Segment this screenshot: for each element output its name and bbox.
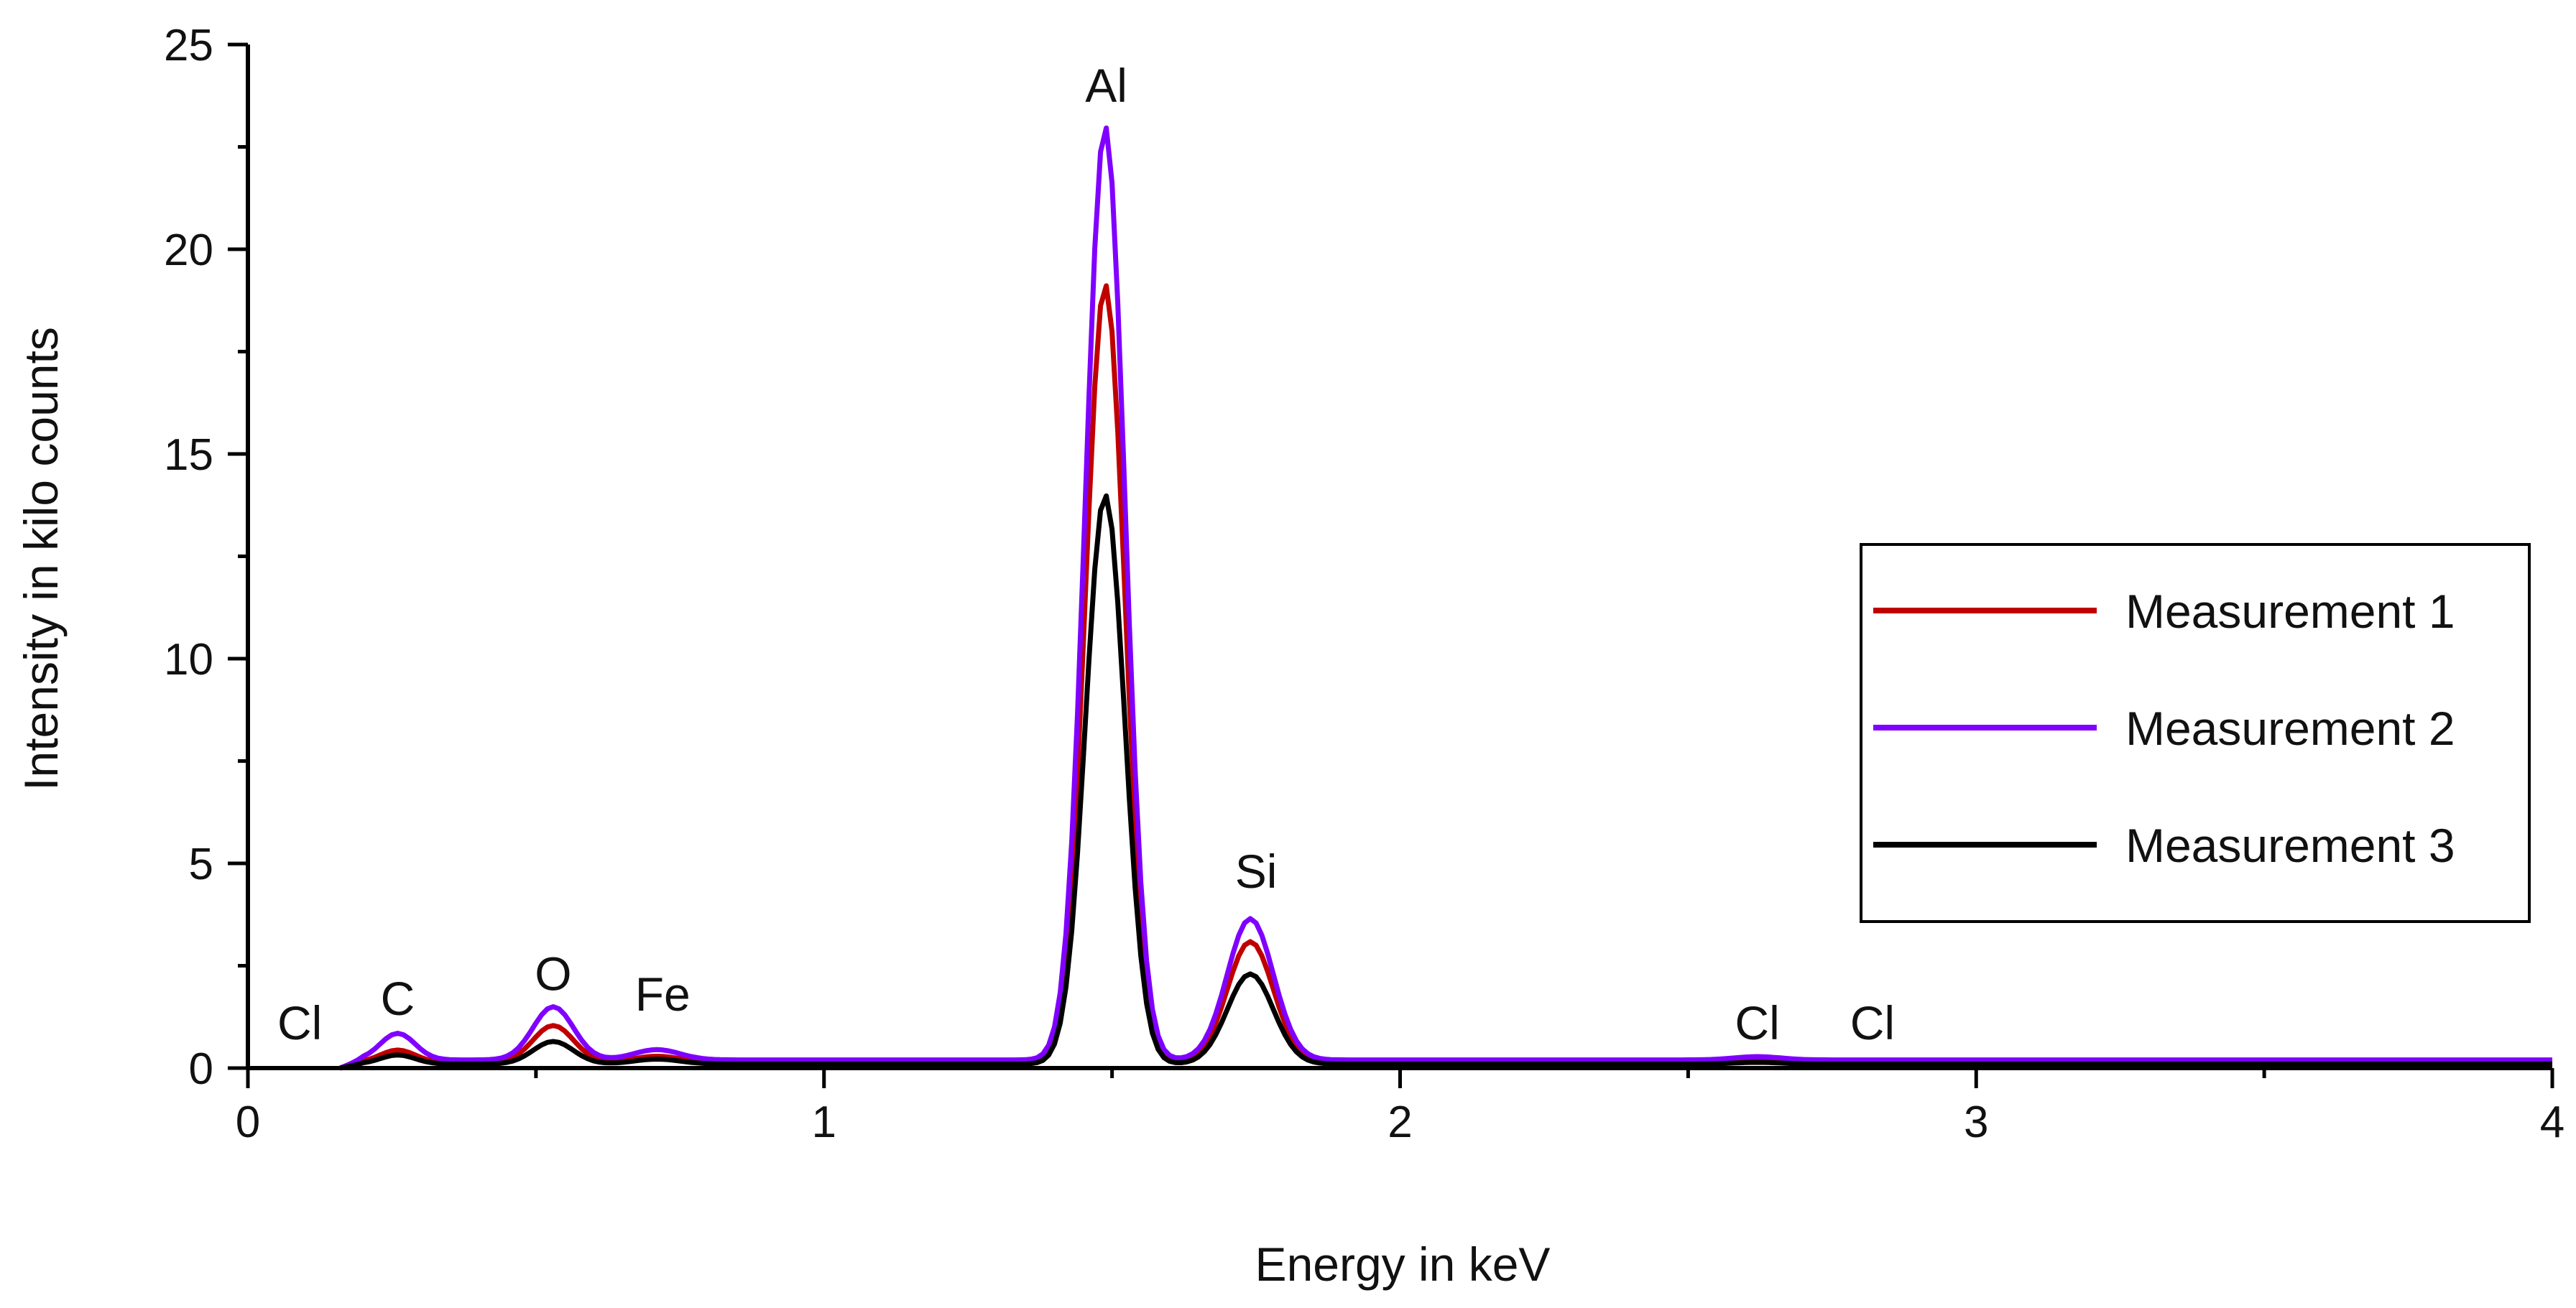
y-tick-label: 20	[164, 226, 213, 275]
annotation-layer: Cl C O Fe Al Si Cl Cl	[277, 59, 1895, 1049]
x-tick-label: 1	[812, 1098, 836, 1147]
y-tick-label: 5	[189, 840, 213, 889]
series-layer	[339, 125, 2552, 1071]
peak-annotation: Cl	[1735, 996, 1779, 1049]
y-tick-label: 10	[164, 635, 213, 685]
peak-annotation: Si	[1235, 845, 1278, 898]
y-tick-label: 0	[189, 1044, 213, 1094]
y-tick-label: 15	[164, 430, 213, 480]
y-tick-label: 25	[164, 21, 213, 70]
x-axis: 0 1 2 3 4	[236, 1066, 2565, 1147]
y-axis-title: Intensity in kilo counts	[14, 327, 68, 791]
peak-annotation: Fe	[635, 968, 691, 1021]
peak-annotation: O	[535, 947, 571, 1001]
peak-annotation: Cl	[1850, 996, 1895, 1049]
x-tick-label: 3	[1964, 1098, 1988, 1147]
peak-annotation: Al	[1085, 59, 1127, 112]
legend-label: Measurement 2	[2125, 702, 2455, 755]
legend-label: Measurement 1	[2125, 585, 2455, 638]
x-tick-label: 0	[236, 1098, 260, 1147]
peak-annotation: Cl	[277, 996, 322, 1049]
legend-label: Measurement 3	[2125, 819, 2455, 872]
x-tick-label: 2	[1388, 1098, 1412, 1147]
y-axis: 0 5 10 15 20 25	[164, 21, 250, 1094]
x-tick-label: 4	[2540, 1098, 2565, 1147]
series-line-2	[339, 125, 2552, 1071]
legend-box	[1860, 543, 2531, 923]
x-axis-title: Energy in keV	[1255, 1238, 1551, 1291]
series-line-3	[339, 493, 2552, 1071]
peak-annotation: C	[381, 972, 415, 1025]
legend: Measurement 1 Measurement 2 Measurement 3	[1860, 543, 2531, 923]
